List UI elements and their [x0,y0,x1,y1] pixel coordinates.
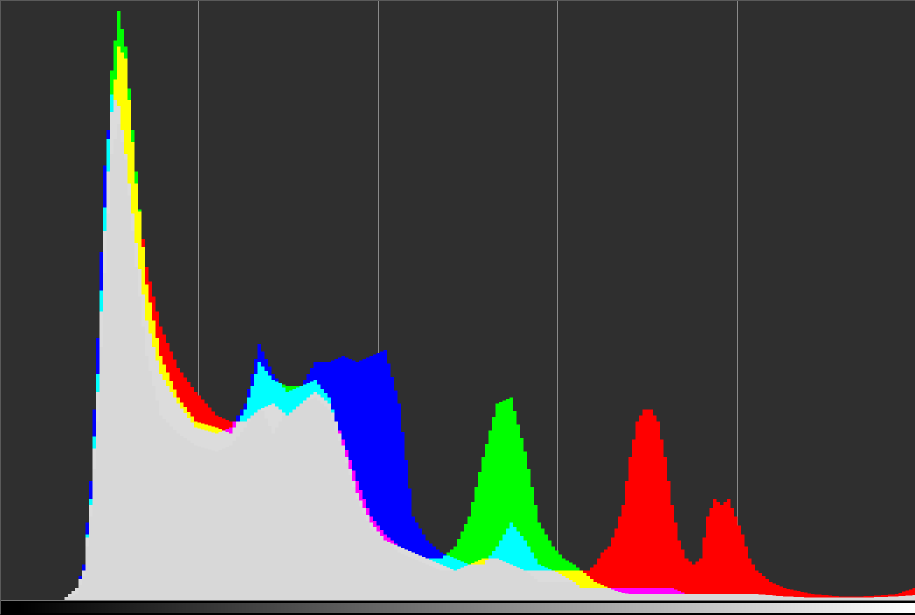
gradient-strip [19,603,915,613]
channel-layers [19,10,915,600]
luminance-area [19,124,915,600]
tonal-gradient-bar [1,600,915,615]
histogram-plot [1,1,915,600]
